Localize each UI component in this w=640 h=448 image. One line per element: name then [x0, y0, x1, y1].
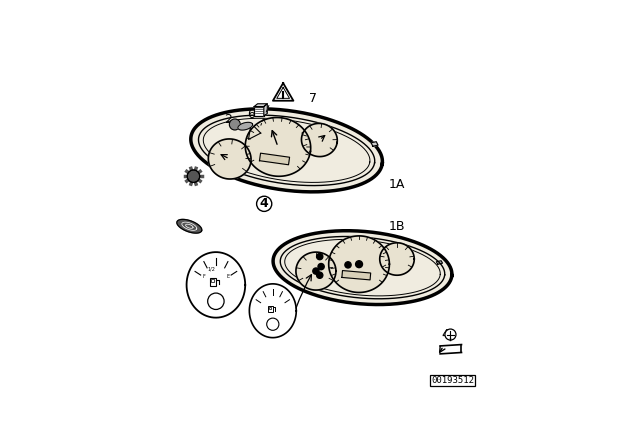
Polygon shape — [187, 252, 245, 318]
Circle shape — [229, 119, 241, 130]
Text: 4: 4 — [442, 328, 450, 341]
Polygon shape — [238, 122, 253, 130]
Polygon shape — [259, 153, 289, 165]
Text: 2: 2 — [225, 113, 232, 126]
Polygon shape — [250, 284, 296, 338]
Polygon shape — [371, 142, 378, 146]
Circle shape — [257, 196, 272, 211]
Text: F: F — [202, 274, 205, 279]
FancyBboxPatch shape — [269, 306, 271, 309]
FancyBboxPatch shape — [430, 375, 475, 386]
Circle shape — [317, 272, 323, 278]
Polygon shape — [273, 231, 452, 305]
Polygon shape — [254, 104, 268, 107]
Text: 1B: 1B — [388, 220, 405, 233]
Polygon shape — [191, 109, 383, 192]
Polygon shape — [177, 220, 202, 233]
Text: 6: 6 — [247, 108, 255, 121]
FancyBboxPatch shape — [268, 306, 273, 312]
Polygon shape — [273, 83, 293, 101]
Circle shape — [313, 268, 319, 274]
Text: E: E — [227, 274, 230, 279]
Text: 00193512: 00193512 — [431, 376, 474, 385]
Polygon shape — [436, 261, 442, 264]
Polygon shape — [264, 104, 268, 116]
Text: 1/2: 1/2 — [207, 267, 215, 272]
Text: 3: 3 — [185, 170, 193, 183]
Polygon shape — [342, 271, 371, 280]
Polygon shape — [301, 123, 337, 157]
Polygon shape — [245, 117, 310, 177]
Text: 4: 4 — [260, 197, 269, 210]
Polygon shape — [380, 243, 414, 275]
Circle shape — [345, 262, 351, 268]
FancyBboxPatch shape — [211, 279, 214, 282]
Circle shape — [207, 293, 224, 310]
Circle shape — [317, 254, 323, 260]
Text: 1A: 1A — [388, 178, 404, 191]
Polygon shape — [188, 170, 200, 182]
Circle shape — [356, 261, 362, 267]
FancyBboxPatch shape — [210, 278, 216, 286]
Text: 7: 7 — [309, 92, 317, 105]
Text: 5: 5 — [181, 218, 189, 231]
Polygon shape — [329, 236, 389, 293]
Circle shape — [445, 329, 456, 340]
Circle shape — [267, 318, 279, 330]
FancyBboxPatch shape — [254, 107, 264, 116]
Circle shape — [318, 263, 324, 270]
Polygon shape — [296, 252, 336, 290]
Polygon shape — [209, 139, 251, 179]
